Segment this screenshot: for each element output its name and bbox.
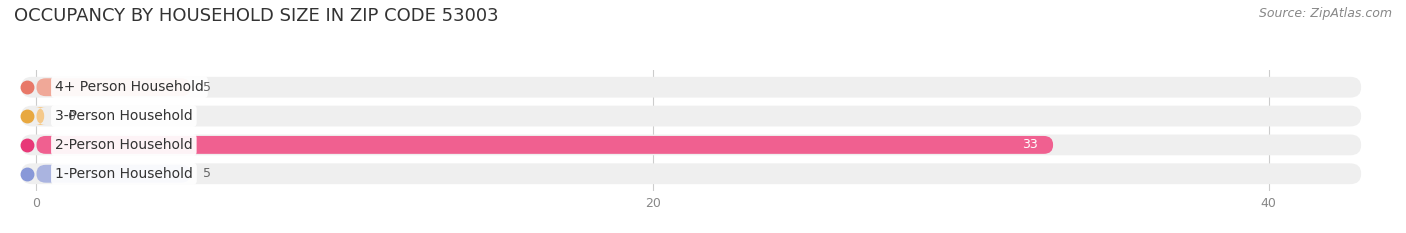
Text: 33: 33 [1022,138,1038,151]
Text: 5: 5 [202,167,211,180]
FancyBboxPatch shape [37,78,191,96]
Text: OCCUPANCY BY HOUSEHOLD SIZE IN ZIP CODE 53003: OCCUPANCY BY HOUSEHOLD SIZE IN ZIP CODE … [14,7,499,25]
FancyBboxPatch shape [21,106,1361,127]
FancyBboxPatch shape [35,107,46,125]
Text: 4+ Person Household: 4+ Person Household [55,80,204,94]
Text: 0: 0 [67,110,76,123]
FancyBboxPatch shape [37,136,1053,154]
Text: 2-Person Household: 2-Person Household [55,138,193,152]
FancyBboxPatch shape [37,165,191,183]
FancyBboxPatch shape [21,77,1361,98]
Text: 1-Person Household: 1-Person Household [55,167,193,181]
FancyBboxPatch shape [21,163,1361,184]
Text: Source: ZipAtlas.com: Source: ZipAtlas.com [1258,7,1392,20]
FancyBboxPatch shape [21,134,1361,155]
Text: 5: 5 [202,81,211,94]
Text: 3-Person Household: 3-Person Household [55,109,193,123]
